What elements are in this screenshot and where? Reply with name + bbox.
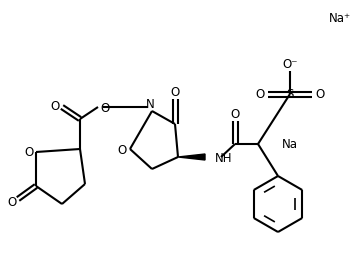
Text: O⁻: O⁻ bbox=[282, 57, 298, 70]
Text: O: O bbox=[230, 107, 240, 120]
Text: S: S bbox=[286, 88, 294, 101]
Polygon shape bbox=[178, 154, 205, 160]
Text: O: O bbox=[256, 88, 265, 101]
Text: NH: NH bbox=[215, 151, 233, 164]
Text: Na⁺: Na⁺ bbox=[329, 11, 351, 24]
Text: N: N bbox=[146, 97, 154, 110]
Text: O: O bbox=[170, 85, 179, 98]
Text: O: O bbox=[117, 143, 127, 156]
Text: O: O bbox=[24, 146, 33, 159]
Text: O: O bbox=[50, 100, 60, 113]
Text: O: O bbox=[315, 88, 325, 101]
Text: O: O bbox=[7, 195, 17, 208]
Text: Na: Na bbox=[282, 138, 298, 151]
Text: O: O bbox=[100, 101, 110, 114]
